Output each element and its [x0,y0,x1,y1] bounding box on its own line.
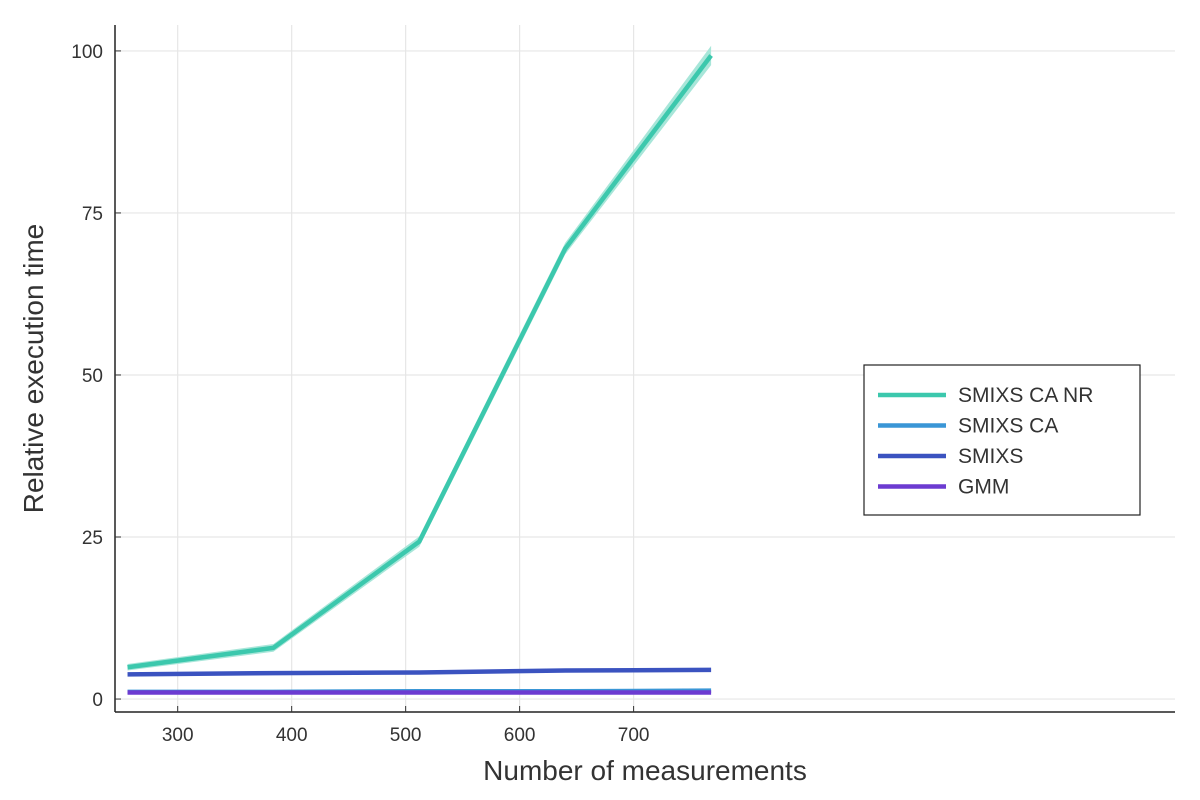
y-tick-label: 0 [92,690,103,711]
line-smixs [127,667,712,677]
y-ticks: 0 25 50 75 100 [71,42,121,711]
y-axis-title: Relative execution time [18,224,49,513]
grid [115,25,1175,712]
legend-label: SMIXS CA NR [958,384,1093,407]
y-tick-label: 25 [82,528,103,549]
y-tick-label: 100 [71,42,103,63]
y-tick-label: 50 [82,366,103,387]
legend: SMIXS CA NR SMIXS CA SMIXS GMM [863,364,1141,516]
x-tick-label: 600 [504,725,536,746]
confidence-bands [127,45,712,693]
x-axis-title: Number of measurements [483,755,807,786]
band-smixs-ca-nr [127,45,712,671]
y-tick-label: 75 [82,204,103,225]
x-tick-label: 300 [162,725,194,746]
legend-label: SMIXS CA [958,415,1058,438]
legend-label: GMM [958,476,1009,499]
legend-label: SMIXS [958,445,1023,468]
x-tick-label: 700 [618,725,650,746]
line-smixs-ca-nr [127,54,713,670]
x-tick-label: 500 [390,725,422,746]
legend-box [863,364,1141,516]
x-ticks: 300 400 500 600 700 [162,706,650,746]
x-tick-label: 400 [276,725,308,746]
series-lines [127,54,713,695]
